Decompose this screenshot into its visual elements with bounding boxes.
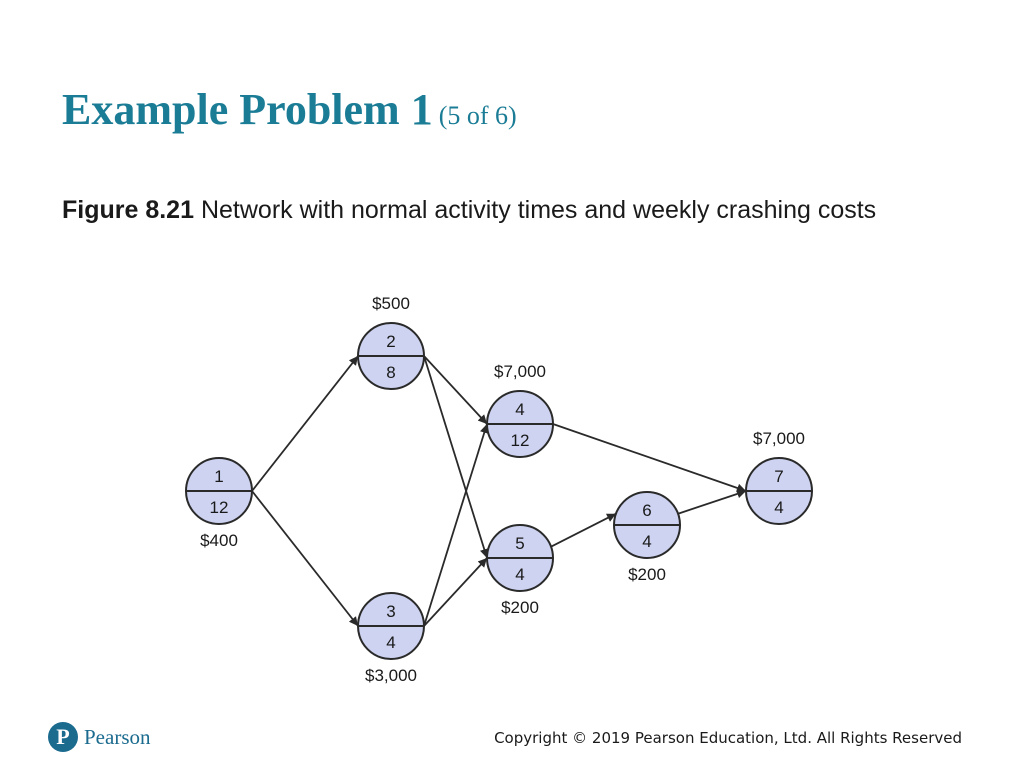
node-activity-time: 4 [774,498,783,517]
pearson-logo-icon: P [48,722,78,752]
node-crash-cost: $200 [501,598,539,617]
node-activity-time: 4 [515,565,524,584]
figure-caption: Figure 8.21 Network with normal activity… [62,194,942,226]
node-3: 3 4 $3,000 [357,592,425,685]
node-6: 6 4 $200 [613,491,681,584]
node-activity-number: 4 [515,400,524,419]
node-crash-cost: $500 [372,294,410,313]
node-activity-number: 2 [386,332,395,351]
edge-3-5 [423,557,488,627]
slide-title-sub: (5 of 6) [438,101,517,130]
node-activity-time: 12 [511,431,530,450]
node-crash-cost: $7,000 [753,429,805,448]
copyright-notice: Copyright © 2019 Pearson Education, Ltd.… [494,729,962,747]
node-crash-cost: $3,000 [365,666,417,685]
node-2: 2 8 $500 [357,294,425,390]
node-activity-time: 8 [386,363,395,382]
slide-title: Example Problem 1 (5 of 6) [62,84,517,135]
node-crash-cost: $7,000 [494,362,546,381]
footer: P Pearson Copyright © 2019 Pearson Educa… [0,720,1024,760]
node-crash-cost: $200 [628,565,666,584]
node-activity-number: 6 [642,501,651,520]
node-activity-time: 12 [210,498,229,517]
edges-layer [251,355,747,627]
node-5: 5 4 $200 [486,524,554,617]
node-activity-number: 3 [386,602,395,621]
edge-2-5 [423,355,489,559]
edge-6-7 [677,489,747,515]
node-activity-time: 4 [386,633,395,652]
figure-caption-text: Network with normal activity times and w… [200,196,877,224]
edge-4-7 [552,423,747,493]
edge-1-2 [251,355,359,492]
brand-name: Pearson [84,725,151,749]
node-activity-number: 5 [515,534,524,553]
figure-caption-label: Figure 8.21 [62,196,194,224]
node-activity-number: 7 [774,467,783,486]
edge-5-6 [550,512,617,548]
node-crash-cost: $400 [200,531,238,550]
edge-1-3 [251,490,359,627]
node-1: 1 12 $400 [185,457,253,550]
node-activity-number: 1 [214,467,223,486]
nodes-layer: 1 12 $400 2 8 $500 3 4 $3,000 4 12 $7,000 5 4 $200 6 4 $2… [185,294,813,685]
edge-3-4 [423,423,489,627]
slide-title-main: Example Problem 1 [62,85,433,134]
node-4: 4 12 $7,000 [486,362,554,458]
edge-2-4 [423,355,488,425]
node-activity-time: 4 [642,532,651,551]
node-7: 7 4 $7,000 [745,429,813,525]
logo-letter: P [56,724,69,749]
